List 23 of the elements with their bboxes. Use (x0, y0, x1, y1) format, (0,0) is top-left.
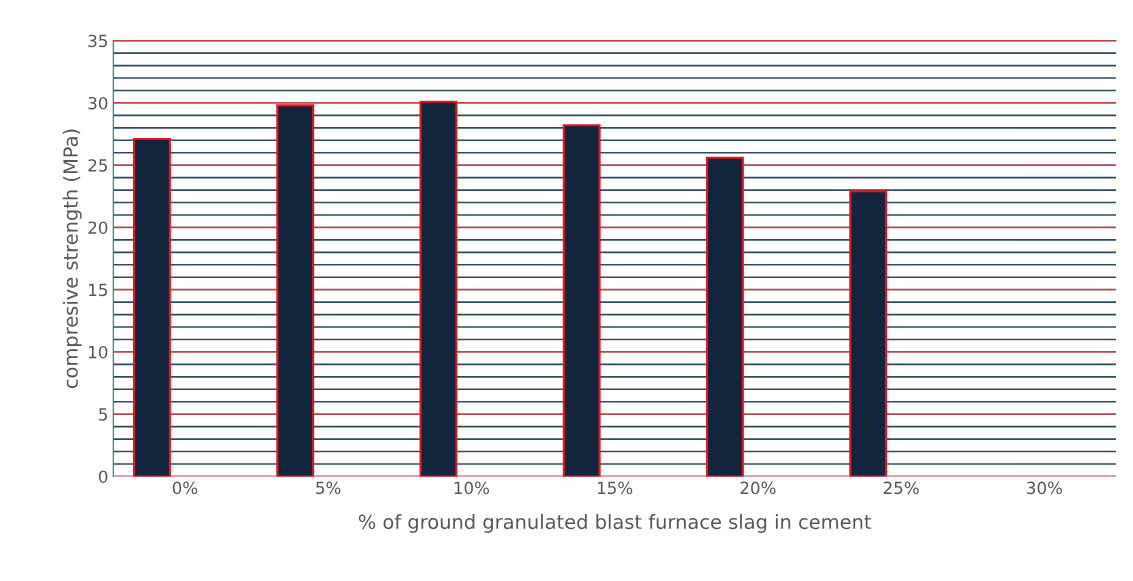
y-tick-label: 30 (88, 96, 108, 110)
bar (133, 137, 171, 477)
x-tick-label: 20% (740, 481, 776, 495)
y-axis-title: compresive strength (MPa) (62, 129, 82, 389)
bar (419, 100, 458, 477)
y-tick-label: 5 (99, 408, 107, 421)
bar (276, 104, 315, 477)
y-tick-label: 0 (98, 470, 108, 483)
bar (849, 190, 888, 477)
x-tick-label: 10% (454, 481, 490, 495)
y-tick-label: 20 (88, 221, 108, 234)
x-tick-label: 15% (597, 481, 633, 495)
x-tick-label: 25% (883, 481, 919, 495)
y-tick-label: 15 (89, 283, 107, 297)
x-tick-label: 30% (1027, 481, 1062, 495)
y-tick-label: 10 (89, 345, 108, 359)
bar (562, 124, 601, 477)
x-axis-title: % of ground granulated blast furnace slag in cement (358, 514, 872, 533)
x-tick-label: 0% (172, 481, 198, 495)
x-tick-label: 5% (316, 481, 341, 495)
y-tick-label: 25 (88, 159, 107, 172)
y-tick-label: 35 (88, 34, 107, 48)
bar (706, 156, 744, 477)
